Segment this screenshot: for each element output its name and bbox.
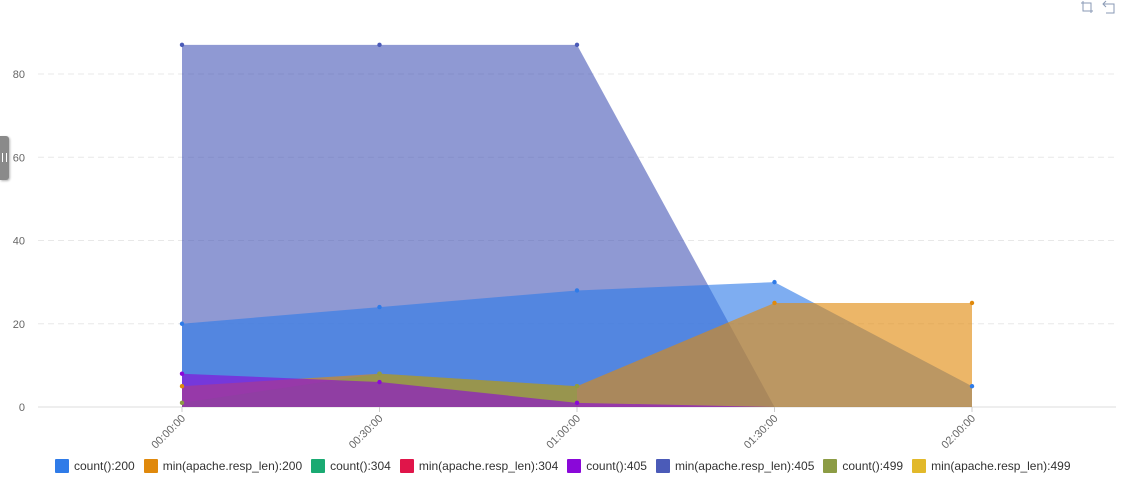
x-tick-label: 00:30:00 bbox=[347, 413, 386, 452]
y-tick-label: 20 bbox=[13, 319, 25, 331]
legend-swatch bbox=[311, 459, 326, 473]
y-tick-label: 80 bbox=[13, 69, 25, 81]
zoom-select-icon[interactable] bbox=[1080, 0, 1094, 14]
legend-label: count():304 bbox=[330, 459, 391, 473]
legend-item[interactable]: count():200 bbox=[55, 459, 135, 473]
legend-item[interactable]: min(apache.resp_len):405 bbox=[655, 459, 815, 473]
chart-legend: count():200 min(apache.resp_len):200 count… bbox=[55, 459, 1080, 473]
y-tick-label: 60 bbox=[13, 152, 25, 164]
legend-swatch bbox=[567, 459, 582, 473]
legend-swatch bbox=[55, 459, 69, 473]
data-point[interactable] bbox=[377, 379, 382, 385]
legend-label: min(apache.resp_len):499 bbox=[931, 459, 1071, 473]
y-axis-ticks: 0 20 40 60 80 bbox=[13, 69, 25, 414]
legend-swatch bbox=[823, 459, 838, 473]
data-point[interactable] bbox=[574, 42, 580, 48]
x-tick-label: 00:00:00 bbox=[149, 413, 188, 452]
legend-item[interactable]: min(apache.resp_len):499 bbox=[912, 459, 1071, 473]
y-tick-label: 40 bbox=[13, 236, 25, 248]
x-tick-label: 02:00:00 bbox=[939, 413, 978, 452]
legend-label: min(apache.resp_len):200 bbox=[162, 459, 303, 473]
data-point[interactable] bbox=[377, 371, 382, 376]
data-point[interactable] bbox=[772, 300, 777, 306]
series-points bbox=[179, 42, 975, 406]
x-tick-label: 01:00:00 bbox=[544, 413, 583, 452]
side-panel-handle[interactable] bbox=[0, 136, 9, 180]
legend-swatch bbox=[399, 459, 414, 473]
legend-item[interactable]: min(apache.resp_len):200 bbox=[143, 459, 303, 473]
legend-item[interactable]: min(apache.resp_len):304 bbox=[399, 459, 559, 473]
data-point[interactable] bbox=[377, 42, 382, 48]
chart-toolbar bbox=[1080, 0, 1116, 14]
data-point[interactable] bbox=[179, 321, 185, 326]
data-point[interactable] bbox=[179, 400, 185, 406]
x-axis-ticks: 00:00:00 00:30:00 01:00:00 01:30:00 02:00:00 bbox=[149, 407, 978, 451]
legend-label: count():200 bbox=[74, 459, 135, 473]
zoom-reset-icon[interactable] bbox=[1102, 0, 1116, 14]
legend-item[interactable]: count():499 bbox=[823, 459, 903, 473]
legend-item[interactable]: count():405 bbox=[567, 459, 647, 473]
data-point[interactable] bbox=[179, 371, 185, 376]
x-tick-label: 01:30:00 bbox=[742, 413, 781, 452]
legend-swatch bbox=[143, 459, 158, 473]
series-area[interactable] bbox=[182, 373, 775, 407]
legend-label: count():499 bbox=[842, 459, 904, 473]
data-point[interactable] bbox=[574, 400, 580, 406]
data-point[interactable] bbox=[574, 288, 580, 293]
data-point[interactable] bbox=[969, 383, 975, 389]
legend-label: min(apache.resp_len):405 bbox=[674, 459, 815, 473]
data-point[interactable] bbox=[179, 383, 185, 389]
legend-swatch bbox=[912, 459, 927, 473]
legend-item[interactable]: count():304 bbox=[311, 459, 391, 473]
series-areas bbox=[182, 44, 972, 408]
data-point[interactable] bbox=[574, 383, 580, 389]
legend-label: count():405 bbox=[586, 459, 647, 473]
data-point[interactable] bbox=[179, 42, 185, 48]
legend-swatch bbox=[655, 459, 670, 473]
data-point[interactable] bbox=[377, 304, 382, 310]
y-tick-label: 0 bbox=[19, 402, 25, 414]
legend-label: min(apache.resp_len):304 bbox=[418, 459, 559, 473]
data-point[interactable] bbox=[772, 279, 777, 285]
data-point[interactable] bbox=[969, 300, 975, 306]
